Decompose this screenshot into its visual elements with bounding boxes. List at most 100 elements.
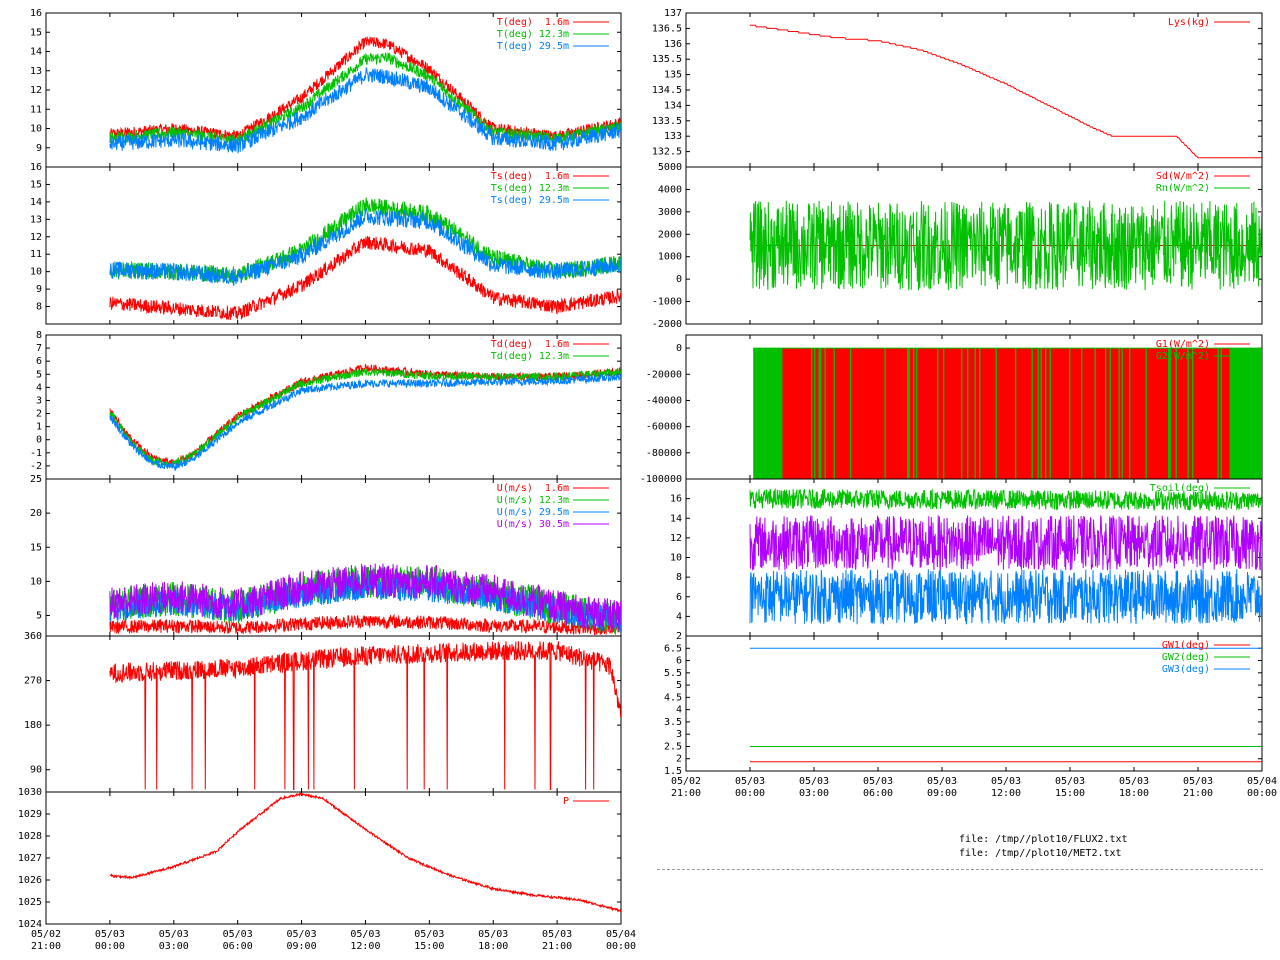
legend-label: Rn(W/m^2) xyxy=(1156,183,1210,194)
legend-label: Sd(W/m^2) xyxy=(1156,171,1210,182)
y-tick-label: 9 xyxy=(36,284,42,295)
y-tick-label: 7 xyxy=(36,343,42,354)
panel-groundwater: 1.52 2.533.54 4.555.56 6.5 GW1(deg)GW2(deg)G… xyxy=(664,635,1263,777)
y-tick-label: 136 xyxy=(664,39,682,50)
y-tick-label: 5 xyxy=(676,680,682,691)
series-line xyxy=(109,372,621,472)
y-tick-label: 133 xyxy=(664,131,682,142)
x-tick-date: 05/04 xyxy=(1247,776,1277,787)
file-list: file: /tmp//plot10/FLUX2.txt file: /tmp/… xyxy=(959,833,1128,861)
y-tick-label: 13 xyxy=(30,214,42,225)
y-tick-label: 6 xyxy=(36,356,42,367)
legend-label: GW1(deg) xyxy=(1162,640,1210,651)
legend-label: P xyxy=(563,796,569,807)
y-tick-label: 10 xyxy=(30,267,42,278)
y-tick-label: 11 xyxy=(30,104,42,115)
legend-label: Ts(deg) 1.6m xyxy=(491,171,569,182)
series-group xyxy=(109,36,621,154)
x-tick-time: 03:00 xyxy=(159,941,189,952)
x-tick-time: 21:00 xyxy=(1183,788,1213,799)
y-tick-label: 8 xyxy=(36,302,42,313)
x-tick-date: 05/03 xyxy=(542,929,572,940)
y-tick-label: 14 xyxy=(670,513,682,524)
legend-label: Ts(deg) 29.5m xyxy=(491,195,569,206)
y-tick-label: 16 xyxy=(30,162,42,173)
y-tick-label: 1028 xyxy=(18,831,42,842)
x-tick-time: 03:00 xyxy=(799,788,829,799)
x-tick-date: 05/03 xyxy=(927,776,957,787)
footer-divider xyxy=(657,869,1263,870)
y-tick-label: 1026 xyxy=(18,875,42,886)
file-label-met: file: /tmp//plot10/MET2.txt xyxy=(959,848,1122,859)
y-tick-label: -2 xyxy=(30,461,42,472)
x-tick-date: 05/03 xyxy=(287,929,317,940)
y-tick-label: 134 xyxy=(664,100,682,111)
y-tick-label: 270 xyxy=(24,676,42,687)
series-group xyxy=(109,364,621,472)
x-tick-date: 05/03 xyxy=(1119,776,1149,787)
y-tick-label: 10 xyxy=(670,553,682,564)
y-tick-label: 8 xyxy=(36,330,42,341)
panel-lys: 132.5 133 133.5 134 134.5 135 135.5 136 136.5 137… xyxy=(652,8,1263,168)
series-line xyxy=(749,569,1262,625)
y-tick-label: 4 xyxy=(676,611,682,622)
x-tick-date: 05/04 xyxy=(606,929,636,940)
y-tick-label: -1 xyxy=(30,448,42,459)
y-tick-label: 133.5 xyxy=(652,116,682,127)
y-tick-label: 2 xyxy=(676,631,682,642)
series-group xyxy=(109,641,621,790)
panel-soilheat: -100000 -80000 -60000 -40000 -20000 0 G1(W/m^2… xyxy=(640,334,1263,485)
x-tick-date: 05/03 xyxy=(1183,776,1213,787)
series-line xyxy=(109,67,621,154)
y-tick-label: 1027 xyxy=(18,853,42,864)
series-group xyxy=(749,487,1262,625)
y-tick-label: 3 xyxy=(36,395,42,406)
series-line xyxy=(109,36,621,143)
y-tick-label: 4000 xyxy=(658,184,682,195)
y-tick-label: 3000 xyxy=(658,207,682,218)
x-tick-time: 00:00 xyxy=(1247,788,1277,799)
y-tick-label: 360 xyxy=(24,631,42,642)
y-tick-label: 10 xyxy=(30,576,42,587)
y-tick-label: 5 xyxy=(36,611,42,622)
y-tick-label: 1024 xyxy=(18,919,42,930)
panel-winddir: 90 180 270 360 xyxy=(24,631,622,793)
x-tick-date: 05/02 xyxy=(31,929,61,940)
y-tick-label: -40000 xyxy=(646,395,682,406)
x-tick-date: 05/03 xyxy=(478,929,508,940)
y-tick-label: 6 xyxy=(676,592,682,603)
x-tick-date: 05/03 xyxy=(991,776,1021,787)
panel-temp: 9 10 11 12 13 14 15 16 T(deg) 1.6mT(deg) 12.3mT(… xyxy=(30,8,622,168)
y-tick-label: -100000 xyxy=(640,474,682,485)
x-tick-date: 05/03 xyxy=(1055,776,1085,787)
y-tick-label: 10 xyxy=(30,124,42,135)
legend-label: T(deg) 12.3m xyxy=(497,29,569,40)
x-tick-date: 05/03 xyxy=(799,776,829,787)
y-tick-label: 0 xyxy=(676,343,682,354)
y-tick-label: -1000 xyxy=(652,297,682,308)
x-tick-time: 18:00 xyxy=(1119,788,1149,799)
y-tick-label: 1030 xyxy=(18,787,42,798)
x-tick-time: 21:00 xyxy=(671,788,701,799)
series-group xyxy=(753,347,1262,479)
y-tick-label: 5.5 xyxy=(664,668,682,679)
y-tick-label: -80000 xyxy=(646,448,682,459)
legend-label: T(deg) 29.5m xyxy=(497,41,569,52)
legend-label: Ts(deg) 12.3m xyxy=(491,183,569,194)
y-tick-label: 9 xyxy=(36,143,42,154)
legend-label: U(m/s) 29.5m xyxy=(497,507,569,518)
legend-label: Td(deg) 1.6m xyxy=(491,339,569,350)
panel-frame xyxy=(685,635,1263,772)
y-tick-label: 16 xyxy=(30,8,42,19)
legend-label: T(deg) 1.6m xyxy=(497,17,569,28)
series-group xyxy=(109,563,621,636)
series-line xyxy=(109,235,621,321)
y-tick-label: 12 xyxy=(30,232,42,243)
y-tick-label: 2000 xyxy=(658,229,682,240)
y-tick-label: 0 xyxy=(676,274,682,285)
file-label-flux: file: /tmp//plot10/FLUX2.txt xyxy=(959,834,1128,845)
legend-label: Tsoil(deg) xyxy=(1150,483,1210,494)
legend-label: Td(deg) 12.3m xyxy=(491,351,569,362)
y-tick-label: 4 xyxy=(36,382,42,393)
